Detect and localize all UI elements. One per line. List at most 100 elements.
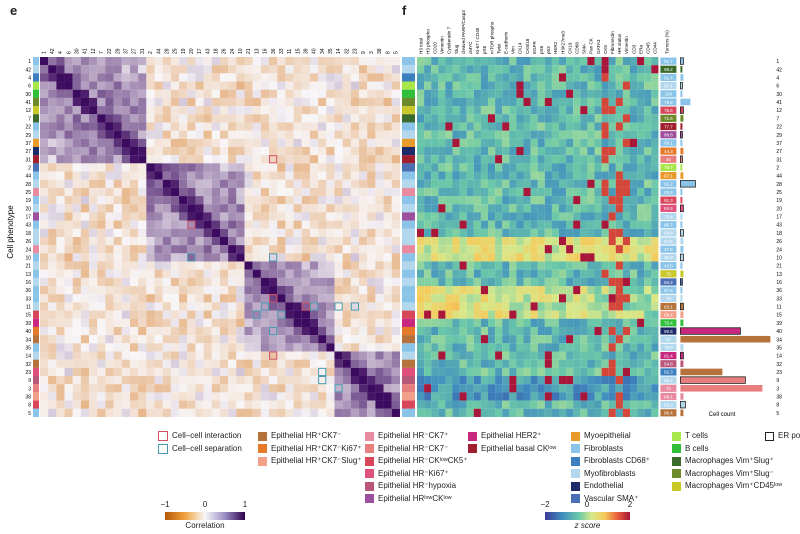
corr-cell	[244, 294, 253, 303]
corr-cell	[334, 376, 343, 385]
marker-cell	[573, 376, 581, 385]
corr-cell	[301, 73, 310, 82]
corr-cell	[187, 343, 196, 352]
corr-cell	[236, 400, 245, 409]
marker-cell	[523, 286, 531, 295]
corr-cell	[56, 212, 65, 221]
corr-cell	[211, 163, 221, 172]
corr-cell	[236, 367, 245, 377]
corr-cell	[129, 310, 139, 319]
tumor-pct-cell	[660, 245, 677, 253]
corr-cell	[170, 302, 180, 311]
marker-cell	[459, 204, 467, 213]
marker-cell	[417, 318, 425, 327]
corr-cell	[383, 286, 392, 295]
marker-cell	[417, 236, 425, 246]
corr-cell	[97, 130, 106, 139]
corr-cell	[56, 318, 65, 327]
marker-cell	[502, 367, 510, 377]
corr-cell	[350, 171, 360, 180]
marker-cell	[615, 236, 623, 246]
corr-cell	[277, 302, 286, 311]
corr-cell	[285, 384, 294, 393]
corr-cell	[211, 73, 221, 82]
row-type-color	[33, 81, 39, 90]
corr-cell	[97, 343, 106, 352]
corr-cell	[72, 310, 81, 319]
corr-cell	[269, 220, 278, 229]
corr-cell	[40, 367, 49, 377]
corr-cell	[187, 212, 196, 221]
corr-cell	[318, 294, 327, 303]
corr-cell	[113, 392, 122, 401]
marker-cell	[587, 335, 595, 344]
corr-cell	[170, 89, 180, 98]
corr-cell	[89, 277, 98, 287]
row-type-color	[402, 335, 415, 344]
marker-cell	[516, 179, 524, 188]
col-label: 43	[205, 48, 211, 54]
corr-cell	[350, 326, 360, 336]
marker-cell	[424, 171, 432, 180]
marker-cell	[530, 146, 538, 156]
corr-cell	[260, 310, 270, 319]
marker-cell	[495, 65, 503, 74]
corr-cell	[342, 253, 351, 262]
corr-cell	[301, 122, 310, 131]
corr-cell	[260, 73, 270, 82]
corr-cell	[326, 335, 335, 344]
marker-cell	[516, 146, 524, 156]
corr-cell	[203, 138, 212, 148]
corr-cell	[342, 343, 351, 352]
corr-cell	[64, 286, 73, 295]
corr-cell	[48, 204, 57, 213]
marker-cell	[644, 138, 652, 148]
corr-cell	[138, 212, 147, 221]
corr-cell	[293, 228, 302, 238]
corr-cell	[105, 351, 114, 360]
tumor-pct-value: 88.8	[664, 133, 673, 138]
corr-cell	[97, 155, 106, 164]
corr-cell	[170, 204, 180, 213]
marker-cell	[424, 408, 432, 417]
marker-cell	[615, 261, 623, 270]
corr-cell	[252, 196, 261, 205]
marker-cell	[530, 277, 538, 287]
corr-cell	[228, 302, 237, 311]
corr-cell	[162, 114, 171, 123]
corr-cell	[129, 286, 139, 295]
corr-cell	[146, 277, 155, 287]
marker-cell	[445, 261, 453, 270]
marker-cell	[438, 302, 446, 311]
corr-cell	[260, 286, 270, 295]
legend-label: Fibroblasts	[584, 443, 624, 453]
marker-cell	[438, 253, 446, 262]
marker-cell	[637, 57, 645, 66]
col-label: 37	[124, 48, 130, 54]
corr-cell	[121, 367, 131, 377]
corr-cell	[260, 155, 270, 164]
marker-cell	[622, 171, 631, 180]
tumor-pct-cell	[660, 278, 677, 286]
marker-cell	[509, 318, 517, 327]
corr-cell	[219, 155, 229, 164]
marker-cell	[488, 253, 496, 262]
tumor-pct-value: 72	[666, 386, 671, 391]
marker-cell	[615, 286, 623, 295]
corr-cell	[40, 220, 49, 229]
marker-cell	[530, 179, 538, 188]
marker-cell	[608, 269, 616, 278]
corr-cell	[203, 351, 212, 360]
corr-cell	[375, 171, 384, 180]
marker-cell	[502, 130, 510, 139]
marker-cell	[566, 408, 574, 417]
corr-cell	[350, 130, 360, 139]
legend-swatch	[258, 444, 267, 454]
marker-cell	[601, 97, 609, 107]
marker-cell	[438, 106, 446, 115]
tumor-pct-value: 97.1	[664, 83, 673, 88]
corr-cell	[72, 384, 81, 393]
marker-cell	[544, 97, 552, 107]
marker-label: E-cadherin	[504, 31, 509, 54]
marker-cell	[445, 286, 453, 295]
